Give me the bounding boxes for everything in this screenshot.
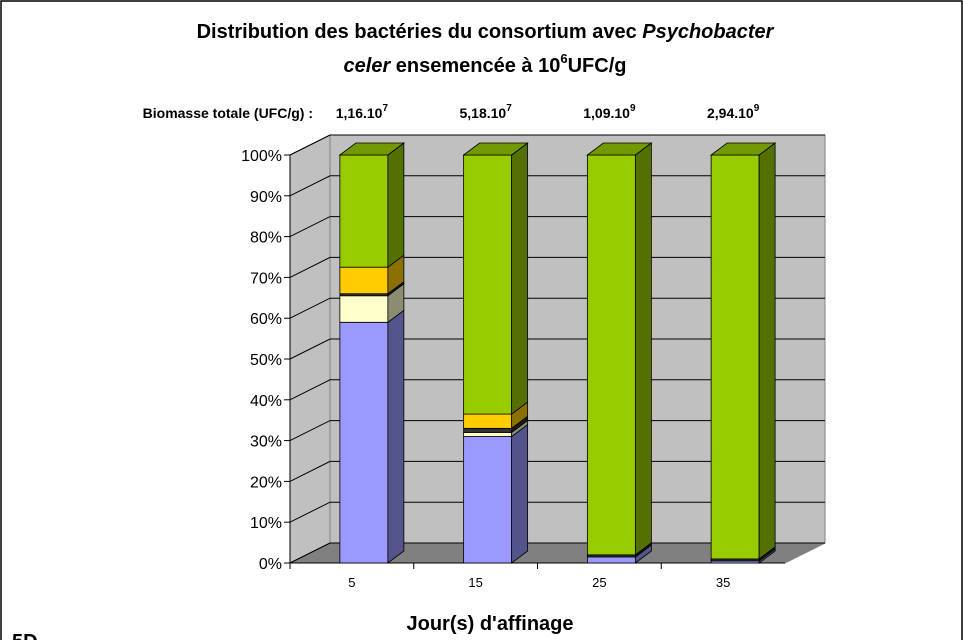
x-tick-label: 5 [348,575,355,590]
bar-front [463,413,513,429]
y-tick-label: 40% [250,393,282,410]
grid-line [289,297,825,319]
bar-top [709,142,777,156]
biomass-base: 1,09.10 [583,105,630,121]
biomass-value: 1,16.107 [336,103,389,121]
grid-line [289,379,825,401]
title-part: Psychobacter [642,21,774,43]
bar-front [586,154,636,556]
bar-segment [463,423,529,564]
bar-top [338,142,406,156]
bar-top [586,142,653,156]
y-tick-label: 30% [250,434,282,451]
x-tick-label: 15 [468,575,482,590]
bar-segment [586,142,653,556]
bar-side [511,142,529,415]
y-tick-label: 90% [250,189,282,206]
x-axis-title: Jour(s) d'affinage [407,613,574,635]
x-tick-label: 35 [716,575,730,590]
biomass-value: 1,09.109 [583,103,636,121]
bar-front [339,266,389,295]
bar-front [586,556,636,564]
x-tick-label: 25 [592,575,606,590]
biomass-base: 2,94.10 [707,105,754,121]
bar-side [758,142,776,560]
bar-front [339,295,389,323]
grid-line [289,501,825,523]
bar-front [339,154,389,268]
bar-segment [338,142,406,269]
bar-side [387,309,405,564]
grid-line [289,542,825,564]
panel-label: 5D [12,631,38,640]
title-part: UFC/g [568,55,627,77]
bar-segment [462,142,529,415]
title-part: 6 [560,51,567,66]
bar-top [462,142,529,156]
grid-line [289,134,825,156]
grid-line [289,216,825,238]
bar-side [387,142,405,269]
y-tick-label: 60% [250,311,282,328]
bar-front [463,427,513,433]
bar-front [463,436,513,564]
title-part: Distribution des bactéries du consortium… [197,21,643,43]
biomass-exp: 9 [630,103,636,114]
chart-title-line2: celer ensemencée à 106UFC/g [344,51,627,77]
biomass-value: 5,18.107 [459,103,512,121]
bar-segment [339,254,405,295]
biomass-exp: 7 [506,103,512,114]
grid-line [289,338,825,360]
bar-front [463,432,513,437]
grid-line [289,175,825,197]
title-part: ensemencée à 10 [390,55,560,77]
bar-segment [709,142,777,560]
grid-line [289,460,825,482]
biomass-exp: 9 [754,103,760,114]
y-tick-label: 10% [250,515,282,532]
bar-segment [339,309,405,564]
biomass-value: 2,94.109 [707,103,760,121]
grid-line [289,256,825,278]
y-tick-label: 100% [241,148,282,165]
biomass-exp: 7 [382,103,388,114]
y-tick-label: 80% [250,230,282,247]
bar-front [710,154,760,560]
bar-side [634,142,652,556]
biomass-label: Biomasse totale (UFC/g) : [143,105,313,121]
y-tick-label: 70% [250,270,282,287]
y-tick-label: 20% [250,474,282,491]
bar-side [511,423,529,564]
bar-front [463,154,513,415]
biomass-base: 5,18.10 [459,105,506,121]
biomass-base: 1,16.10 [336,105,383,121]
chart-title-line1: Distribution des bactéries du consortium… [197,21,775,43]
title-part: celer [344,55,392,77]
grid-line [289,420,825,442]
bar-front [339,321,389,564]
y-tick-label: 0% [259,556,282,573]
y-tick-label: 50% [250,352,282,369]
